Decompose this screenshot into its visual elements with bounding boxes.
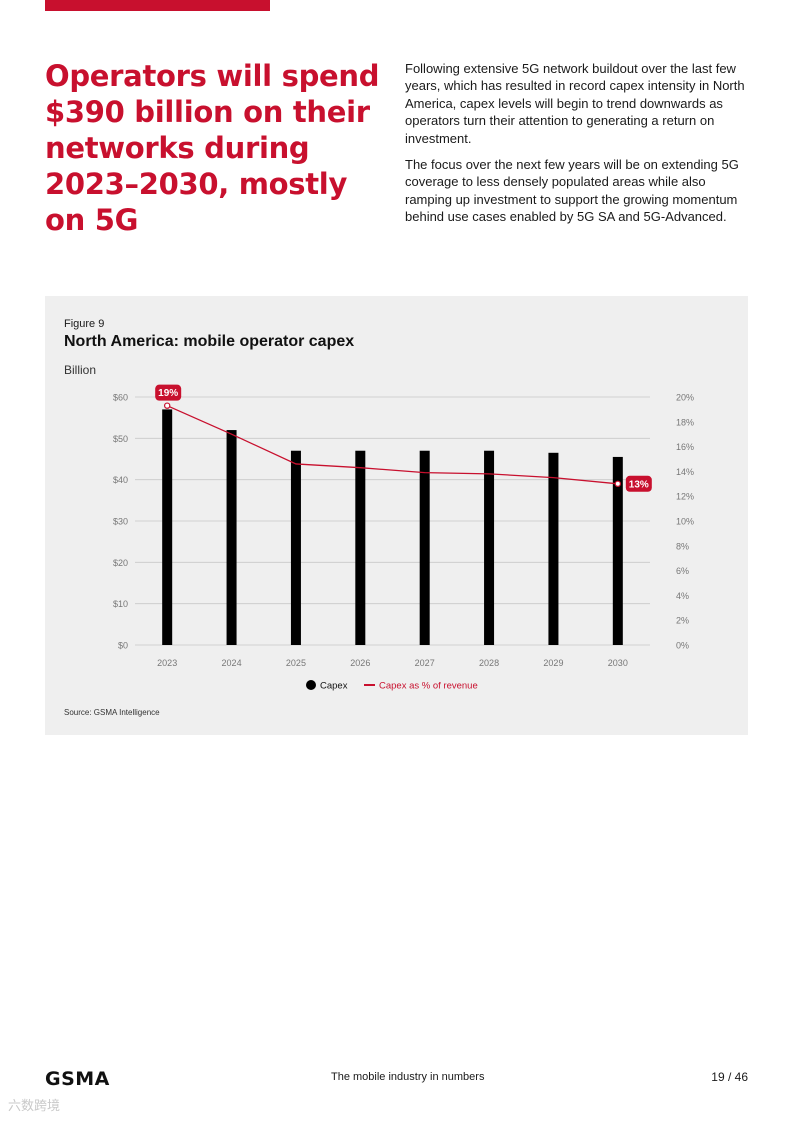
x-tick-label: 2024	[222, 658, 242, 668]
line-marker	[614, 480, 622, 487]
y-left-tick-label: $40	[113, 475, 128, 485]
y-right-tick-label: 14%	[676, 467, 694, 477]
page-number: 19 / 46	[711, 1070, 748, 1084]
capex-bar	[612, 456, 623, 645]
capex-bar	[290, 450, 301, 645]
capex-chart: $0 $10 $20 $30 $40 $50 $60 0% 2% 4% 6% 8% 10% 12% 14% 1…	[113, 384, 694, 692]
intro-paragraph-1: Following extensive 5G network buildout …	[405, 61, 745, 146]
y-right-tick-label: 20%	[676, 393, 694, 403]
figure-panel: Figure 9 North America: mobile operator …	[45, 296, 748, 735]
y-left-tick-label: $30	[113, 517, 128, 527]
y-right-tick-label: 2%	[676, 616, 689, 626]
capex-bar	[548, 452, 559, 645]
y-right-tick-label: 0%	[676, 641, 689, 651]
legend-capex-swatch	[306, 680, 316, 690]
figure-source: Source: GSMA Intelligence	[64, 708, 160, 717]
capex-bar	[419, 450, 430, 645]
x-tick-label: 2028	[479, 658, 499, 668]
intro-text: Following extensive 5G network buildout …	[405, 60, 750, 235]
annotation-label: 19%	[158, 388, 178, 399]
y-right-tick-label: 6%	[676, 566, 689, 576]
y-left-tick-label: $50	[113, 434, 128, 444]
y-left-tick-label: $20	[113, 558, 128, 568]
y-right-tick-label: 8%	[676, 541, 689, 551]
x-tick-label: 2025	[286, 658, 306, 668]
y-right-tick-label: 12%	[676, 492, 694, 502]
figure-number: Figure 9	[64, 318, 105, 330]
y-right-tick-label: 10%	[676, 517, 694, 527]
y-left-tick-label: $10	[113, 599, 128, 609]
annotation-label: 13%	[629, 479, 649, 490]
page-headline: Operators will spend $390 billion on the…	[45, 59, 380, 237]
y-left-tick-label: $0	[118, 641, 128, 651]
y-right-tick-label: 4%	[676, 591, 689, 601]
capex-percent-line	[166, 405, 618, 485]
y-right-tick-label: 16%	[676, 442, 694, 452]
capex-bar	[162, 409, 173, 645]
x-tick-label: 2029	[543, 658, 563, 668]
x-tick-label: 2026	[350, 658, 370, 668]
capex-bar	[484, 450, 495, 645]
capex-bar	[226, 430, 237, 645]
gsma-logo: GSMA	[45, 1068, 110, 1090]
capex-bar	[355, 450, 366, 645]
y-left-tick-label: $60	[113, 393, 128, 403]
top-accent-bar	[45, 0, 270, 11]
watermark-text: 六数跨境	[8, 1098, 61, 1113]
x-tick-label: 2030	[608, 658, 628, 668]
figure-title: North America: mobile operator capex	[64, 333, 355, 350]
annotation-badge	[155, 384, 182, 401]
legend-percent-label: Capex as % of revenue	[379, 681, 478, 692]
annotation-badge	[625, 475, 652, 492]
y-right-tick-label: 18%	[676, 417, 694, 427]
legend-capex-label: Capex	[320, 681, 348, 692]
footer-report-title: The mobile industry in numbers	[331, 1071, 485, 1083]
x-tick-label: 2027	[415, 658, 435, 668]
intro-paragraph-2: The focus over the next few years will b…	[405, 157, 739, 225]
line-marker	[163, 402, 171, 409]
figure-unit-label: Billion	[64, 363, 97, 377]
x-tick-label: 2023	[157, 658, 177, 668]
